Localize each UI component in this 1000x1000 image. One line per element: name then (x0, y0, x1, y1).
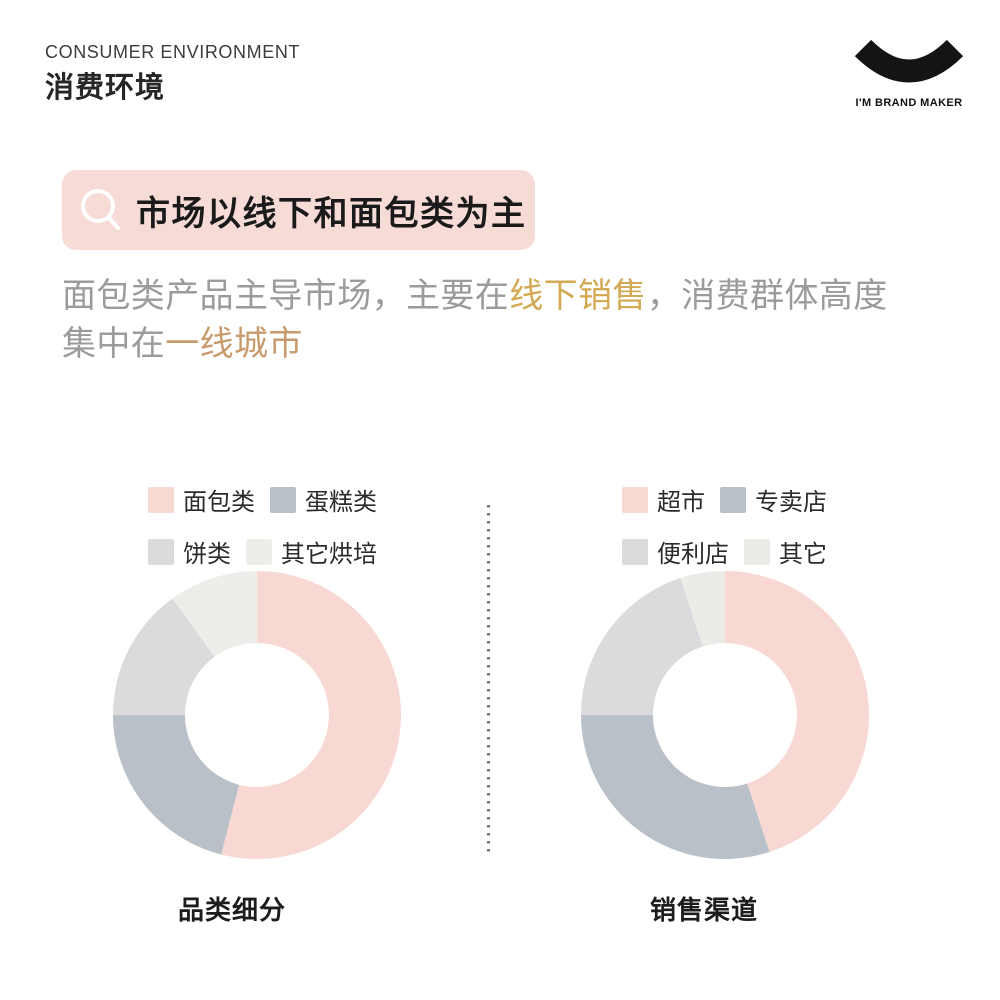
legend-item-specialty-store: 专卖店 (720, 482, 827, 517)
legend-swatch (720, 486, 746, 513)
legend-label: 便利店 (657, 541, 729, 568)
donut-segment-饼类 (113, 598, 215, 715)
legend-swatch (148, 538, 174, 565)
legend-channel-chart: 超市 专卖店 便利店 其它 (622, 482, 827, 569)
legend-item-other-channel: 其它 (744, 534, 827, 569)
legend-item-convenience-store: 便利店 (622, 534, 729, 569)
legend-label: 其它 (779, 541, 827, 568)
legend-item-pastry: 饼类 (148, 534, 231, 569)
legend-label: 蛋糕类 (305, 489, 377, 516)
legend-swatch (270, 486, 296, 513)
brand-logo-text: I'M BRAND MAKER (855, 97, 963, 109)
headline-text: 市场以线下和面包类为主 (136, 194, 527, 233)
donut-segment-其它 (680, 571, 725, 647)
legend-label: 超市 (657, 489, 705, 516)
donut-segment-面包类 (221, 571, 401, 859)
legend-item-supermarket: 超市 (622, 482, 705, 517)
legend-label: 面包类 (183, 489, 255, 516)
legend-swatch (622, 538, 648, 565)
brand-logo: I'M BRAND MAKER (850, 36, 968, 109)
donut-segment-便利店 (581, 578, 703, 715)
summary-paragraph: 面包类产品主导市场，主要在线下销售，消费群体高度集中在一线城市 (62, 272, 914, 368)
donut-segment-超市 (725, 571, 869, 852)
summary-text-1: 面包类产品主导市场，主要在 (62, 277, 510, 315)
legend-category-chart: 面包类 蛋糕类 饼类 其它烘培 (148, 482, 377, 569)
legend-row: 超市 专卖店 (622, 482, 827, 517)
magnifier-icon (81, 189, 120, 230)
legend-label: 饼类 (183, 541, 231, 568)
summary-text-2: ，消费群体高度集中在 (62, 277, 888, 363)
legend-row: 面包类 蛋糕类 (148, 482, 377, 517)
highlight-offline-sales: 线下销售 (509, 277, 647, 315)
legend-swatch (622, 486, 648, 513)
donut-chart-category (112, 571, 401, 859)
legend-label: 专卖店 (755, 489, 827, 516)
page-title: 消费环境 (45, 72, 166, 104)
brand-smile-icon (854, 39, 964, 83)
legend-row: 便利店 其它 (622, 534, 827, 569)
legend-label: 其它烘培 (281, 541, 377, 568)
legend-swatch (744, 538, 770, 565)
legend-item-bread: 面包类 (148, 482, 255, 517)
headline-search-pill: 市场以线下和面包类为主 (62, 170, 535, 250)
donut-chart-channel (581, 571, 869, 859)
legend-swatch (148, 486, 174, 513)
legend-swatch (246, 538, 272, 565)
donut-segment-其它烘培 (172, 571, 257, 657)
caption-category-chart: 品类细分 (177, 895, 286, 925)
header-kicker: CONSUMER ENVIRONMENT (45, 42, 301, 62)
legend-item-other-baking: 其它烘培 (246, 534, 377, 569)
caption-channel-chart: 销售渠道 (649, 895, 758, 925)
legend-item-cake: 蛋糕类 (270, 482, 377, 517)
legend-row: 饼类 其它烘培 (148, 534, 377, 569)
donut-segment-专卖店 (581, 715, 770, 859)
dotted-divider (487, 505, 490, 853)
donut-segment-蛋糕类 (112, 715, 240, 855)
highlight-tier1-cities: 一线城市 (165, 325, 303, 363)
